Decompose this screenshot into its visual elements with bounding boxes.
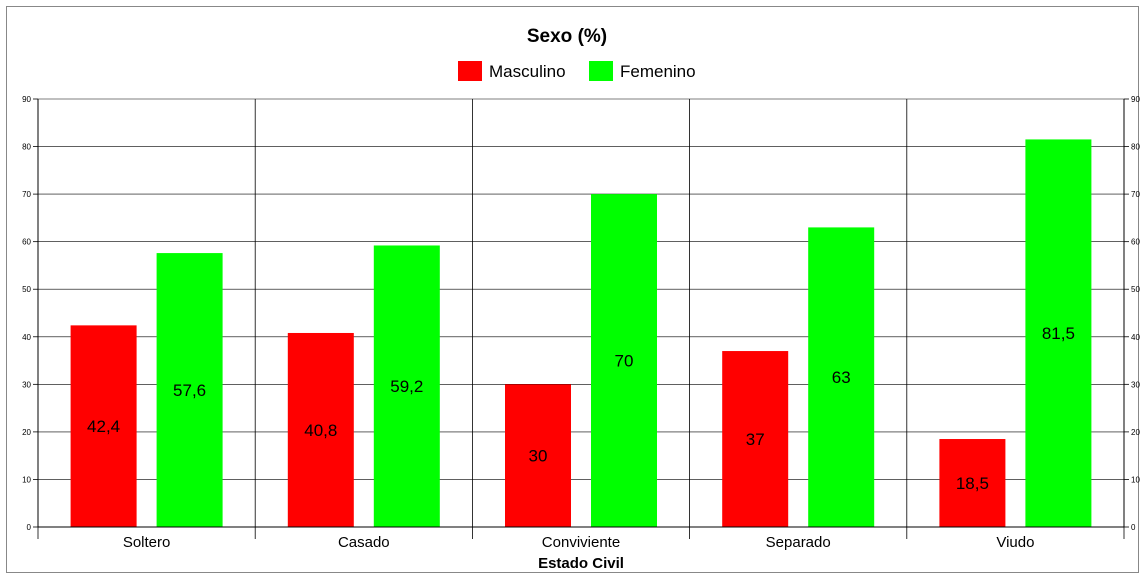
legend: Masculino Femenino [458, 61, 696, 81]
data-label: 37 [746, 430, 765, 449]
bar-femenino [373, 245, 440, 527]
data-label: 30 [529, 447, 548, 466]
data-label: 70 [615, 352, 634, 371]
y2-tick-label: 60 [1131, 238, 1140, 247]
y-tick-label: 90 [22, 95, 31, 104]
bar-masculino [939, 439, 1006, 527]
x-axis-label: Estado Civil [538, 555, 624, 572]
y-tick-label: 10 [22, 475, 31, 484]
bar-femenino [591, 194, 657, 527]
y-tick-label: 50 [22, 285, 31, 294]
x-tick-label: Viudo [996, 534, 1034, 551]
y-tick-label: 60 [22, 238, 31, 247]
y-tick-label: 80 [22, 143, 31, 152]
bar-masculino [287, 332, 354, 527]
x-tick-label: Soltero [123, 534, 171, 551]
data-label: 81,5 [1042, 324, 1075, 343]
y2-tick-label: 80 [1131, 143, 1140, 152]
chart-title: Sexo (%) [527, 26, 607, 47]
bar-femenino [156, 253, 223, 527]
x-tick-label: Separado [766, 534, 831, 551]
data-label: 57,6 [173, 381, 206, 400]
data-label: 40,8 [304, 421, 337, 440]
x-tick-label: Casado [338, 534, 390, 551]
y-tick-label: 70 [22, 190, 31, 199]
y2-tick-label: 10 [1131, 475, 1140, 484]
y2-tick-label: 70 [1131, 190, 1140, 199]
data-label: 63 [832, 368, 851, 387]
y2-tick-label: 90 [1131, 95, 1140, 104]
y2-tick-label: 30 [1131, 380, 1140, 389]
y2-tick-label: 50 [1131, 285, 1140, 294]
y-tick-label: 40 [22, 333, 31, 342]
axes: 0 0 10 10 20 20 30 30 40 40 50 50 60 60 70 70 80 80 90 90 So… [22, 95, 1140, 551]
bar-femenino [1025, 139, 1092, 527]
bar-masculino [722, 351, 789, 527]
y-tick-label: 0 [27, 523, 32, 532]
y-tick-label: 20 [22, 428, 31, 437]
x-tick-label: Conviviente [542, 534, 620, 551]
y2-tick-label: 20 [1131, 428, 1140, 437]
y2-tick-label: 0 [1131, 523, 1136, 532]
bar-masculino [505, 384, 571, 527]
data-label: 59,2 [390, 377, 423, 396]
bar-masculino [70, 325, 137, 527]
legend-label-femenino: Femenino [620, 62, 696, 81]
legend-swatch-femenino [589, 61, 613, 81]
y-tick-label: 30 [22, 380, 31, 389]
data-label: 42,4 [87, 417, 120, 436]
data-label: 18,5 [956, 474, 989, 493]
bar-femenino [808, 227, 875, 527]
legend-swatch-masculino [458, 61, 482, 81]
y2-tick-label: 40 [1131, 333, 1140, 342]
bars: 42,4 57,6 40,8 59,2 30 70 37 63 18,5 81,5 [70, 139, 1092, 527]
legend-label-masculino: Masculino [489, 62, 566, 81]
